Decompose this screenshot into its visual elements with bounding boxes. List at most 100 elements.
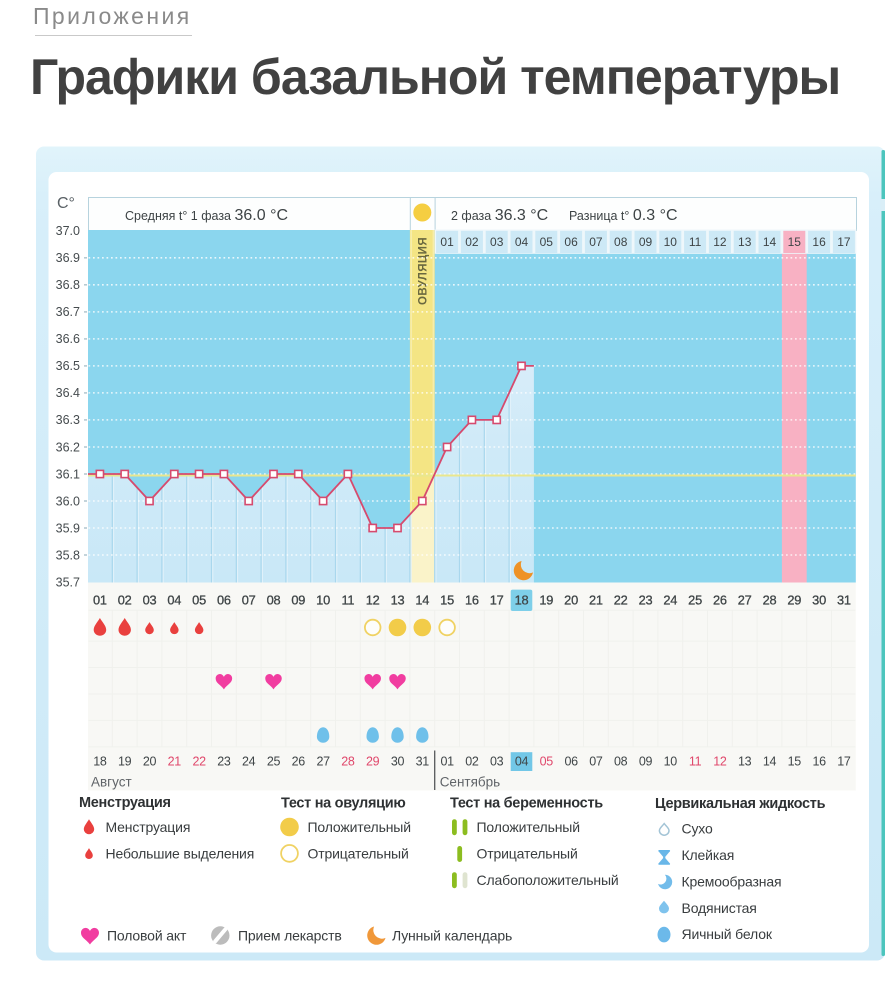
svg-text:04: 04 bbox=[515, 235, 529, 249]
svg-text:35.8: 35.8 bbox=[56, 548, 80, 562]
svg-text:Тест на овуляцию: Тест на овуляцию bbox=[281, 796, 405, 812]
svg-text:22: 22 bbox=[192, 755, 206, 769]
svg-text:22: 22 bbox=[614, 593, 628, 608]
svg-text:12: 12 bbox=[713, 755, 727, 769]
svg-text:36.2: 36.2 bbox=[56, 440, 80, 454]
svg-text:31: 31 bbox=[416, 755, 430, 769]
svg-text:11: 11 bbox=[689, 235, 702, 249]
svg-text:17: 17 bbox=[837, 755, 851, 769]
svg-text:Август: Август bbox=[91, 775, 132, 790]
svg-text:Менструация: Менструация bbox=[79, 795, 171, 811]
svg-text:03: 03 bbox=[490, 755, 504, 769]
svg-text:Клейкая: Клейкая bbox=[682, 847, 735, 863]
svg-text:21: 21 bbox=[589, 593, 603, 608]
svg-text:21: 21 bbox=[168, 755, 182, 769]
svg-text:09: 09 bbox=[291, 593, 305, 608]
svg-text:Водянистая: Водянистая bbox=[682, 900, 757, 916]
svg-text:Слабоположительный: Слабоположительный bbox=[477, 872, 619, 888]
svg-text:12: 12 bbox=[366, 593, 380, 608]
svg-text:Положительный: Положительный bbox=[308, 819, 411, 835]
svg-text:14: 14 bbox=[763, 755, 777, 769]
svg-text:16: 16 bbox=[812, 235, 826, 249]
svg-text:06: 06 bbox=[217, 593, 231, 608]
svg-text:27: 27 bbox=[316, 755, 330, 769]
svg-text:08: 08 bbox=[267, 593, 281, 608]
svg-text:11: 11 bbox=[341, 593, 354, 608]
svg-text:07: 07 bbox=[589, 755, 603, 769]
svg-text:Положительный: Положительный bbox=[477, 819, 580, 835]
svg-text:02: 02 bbox=[118, 593, 132, 608]
svg-text:31: 31 bbox=[837, 593, 851, 608]
svg-text:09: 09 bbox=[639, 755, 653, 769]
svg-text:05: 05 bbox=[540, 755, 554, 769]
svg-text:23: 23 bbox=[217, 755, 231, 769]
svg-text:13: 13 bbox=[738, 235, 752, 249]
svg-text:03: 03 bbox=[490, 235, 504, 249]
svg-text:15: 15 bbox=[440, 593, 454, 608]
svg-text:Тест на беременность: Тест на беременность bbox=[450, 796, 603, 812]
svg-text:09: 09 bbox=[639, 235, 653, 249]
svg-text:24: 24 bbox=[242, 755, 256, 769]
svg-text:19: 19 bbox=[118, 755, 132, 769]
svg-text:04: 04 bbox=[167, 593, 181, 608]
svg-text:Сухо: Сухо bbox=[682, 821, 714, 837]
svg-text:01: 01 bbox=[440, 755, 454, 769]
svg-text:01: 01 bbox=[440, 235, 454, 249]
svg-text:35.9: 35.9 bbox=[56, 521, 80, 535]
svg-text:Средняя t° 1 фаза 36.0 °C: Средняя t° 1 фаза 36.0 °C bbox=[125, 207, 288, 224]
svg-text:26: 26 bbox=[713, 593, 727, 608]
svg-text:20: 20 bbox=[143, 755, 157, 769]
svg-text:26: 26 bbox=[292, 755, 306, 769]
svg-text:10: 10 bbox=[316, 593, 330, 608]
svg-text:Прием лекарств: Прием лекарств bbox=[238, 928, 342, 944]
svg-text:28: 28 bbox=[341, 755, 355, 769]
svg-text:13: 13 bbox=[391, 593, 405, 608]
svg-text:Отрицательный: Отрицательный bbox=[308, 845, 409, 861]
svg-text:Разница t° 0.3 °C: Разница t° 0.3 °C bbox=[569, 207, 678, 224]
svg-text:36.8: 36.8 bbox=[56, 278, 80, 292]
svg-text:36.9: 36.9 bbox=[56, 251, 80, 265]
svg-text:10: 10 bbox=[664, 235, 678, 249]
svg-text:27: 27 bbox=[738, 593, 752, 608]
svg-text:Яичный белок: Яичный белок bbox=[682, 926, 773, 942]
svg-text:36.6: 36.6 bbox=[56, 332, 80, 346]
svg-text:36.1: 36.1 bbox=[56, 467, 80, 481]
svg-text:05: 05 bbox=[540, 235, 554, 249]
svg-text:08: 08 bbox=[614, 235, 628, 249]
svg-text:ОВУЛЯЦИЯ: ОВУЛЯЦИЯ bbox=[418, 237, 430, 305]
svg-text:03: 03 bbox=[143, 593, 157, 608]
svg-text:Лунный календарь: Лунный календарь bbox=[392, 928, 512, 944]
svg-text:36.3: 36.3 bbox=[56, 413, 80, 427]
svg-text:18: 18 bbox=[93, 755, 107, 769]
svg-text:17: 17 bbox=[490, 593, 504, 608]
svg-text:24: 24 bbox=[663, 593, 677, 608]
svg-text:17: 17 bbox=[837, 235, 851, 249]
svg-text:08: 08 bbox=[614, 755, 628, 769]
svg-text:06: 06 bbox=[564, 235, 578, 249]
svg-text:Отрицательный: Отрицательный bbox=[477, 845, 578, 861]
svg-text:05: 05 bbox=[192, 593, 206, 608]
svg-text:19: 19 bbox=[539, 593, 553, 608]
svg-text:29: 29 bbox=[787, 593, 801, 608]
svg-text:20: 20 bbox=[564, 593, 578, 608]
svg-text:14: 14 bbox=[763, 235, 777, 249]
svg-text:29: 29 bbox=[366, 755, 380, 769]
svg-text:36.0: 36.0 bbox=[56, 494, 80, 508]
svg-text:11: 11 bbox=[689, 755, 702, 769]
svg-text:36.4: 36.4 bbox=[56, 386, 80, 400]
svg-text:01: 01 bbox=[93, 593, 107, 608]
svg-text:37.0: 37.0 bbox=[56, 224, 80, 238]
svg-text:16: 16 bbox=[812, 755, 826, 769]
svg-text:36.7: 36.7 bbox=[56, 305, 80, 319]
svg-text:36.5: 36.5 bbox=[56, 359, 80, 373]
svg-text:Сентябрь: Сентябрь bbox=[440, 775, 500, 790]
svg-text:30: 30 bbox=[812, 593, 826, 608]
svg-text:04: 04 bbox=[515, 755, 529, 769]
svg-text:02: 02 bbox=[465, 755, 479, 769]
svg-text:07: 07 bbox=[242, 593, 256, 608]
svg-text:15: 15 bbox=[788, 755, 802, 769]
svg-text:14: 14 bbox=[415, 593, 429, 608]
svg-text:Кремообразная: Кремообразная bbox=[682, 873, 782, 889]
svg-text:25: 25 bbox=[267, 755, 281, 769]
svg-text:25: 25 bbox=[688, 593, 702, 608]
